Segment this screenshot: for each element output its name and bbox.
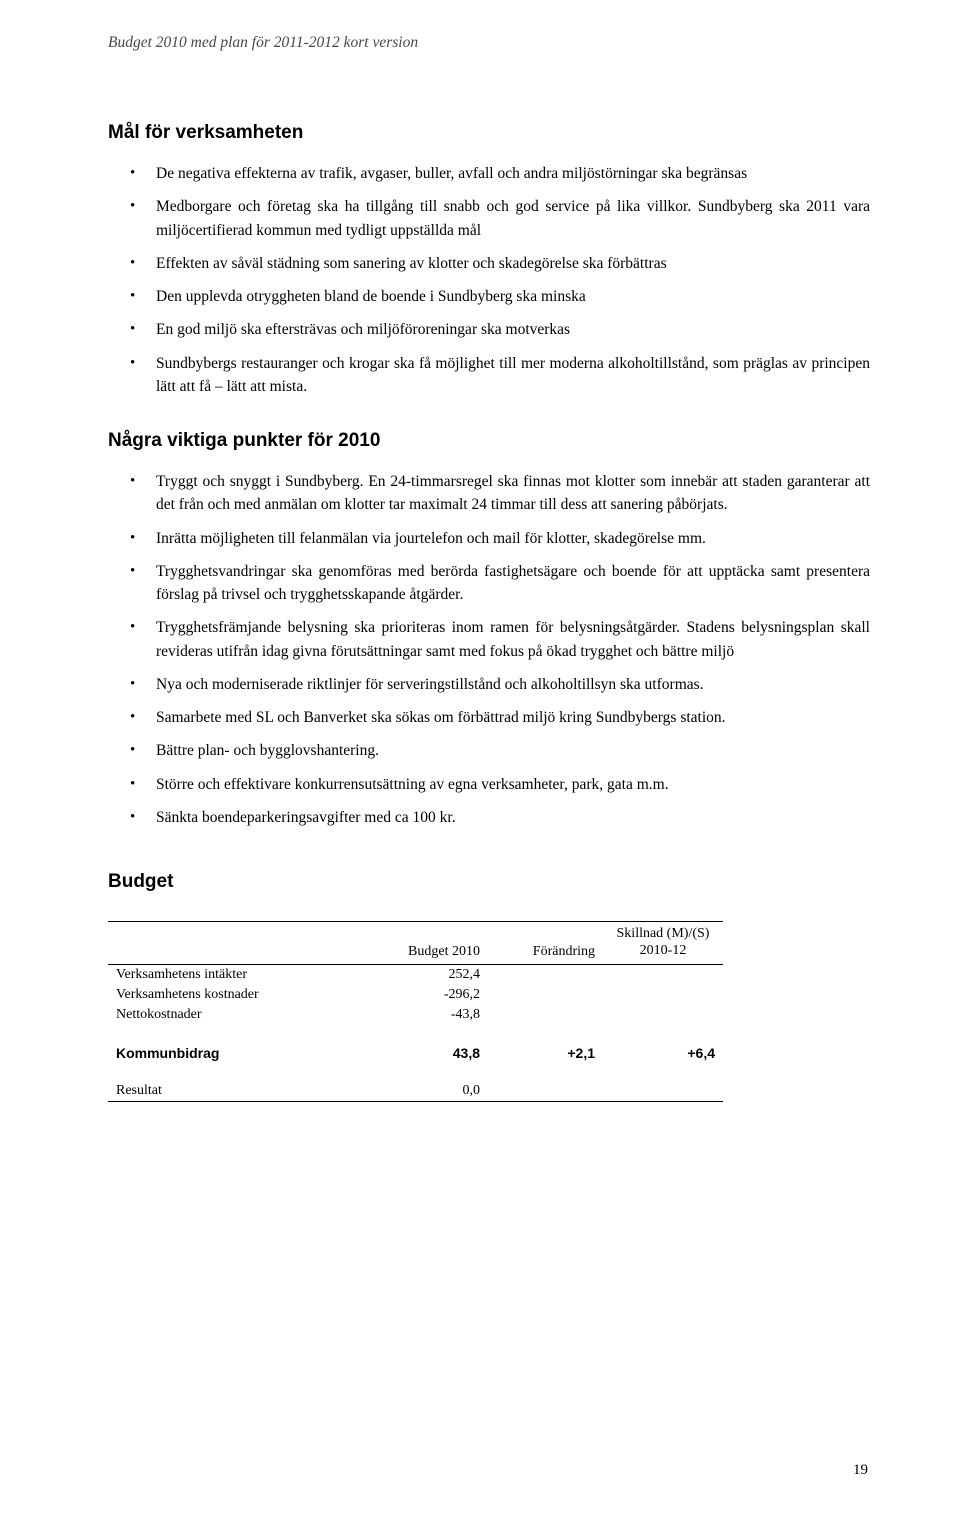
- list-item: Medborgare och företag ska ha tillgång t…: [108, 195, 870, 242]
- table-row: Resultat 0,0: [108, 1081, 723, 1102]
- page-header: Budget 2010 med plan för 2011-2012 kort …: [108, 34, 870, 52]
- table-cell: Verksamhetens intäkter: [108, 964, 368, 985]
- points-list: Tryggt och snyggt i Sundbyberg. En 24-ti…: [108, 470, 870, 829]
- table-cell: -43,8: [368, 1005, 488, 1025]
- table-row: Verksamhetens intäkter 252,4: [108, 964, 723, 985]
- table-header-cell: [108, 922, 368, 965]
- budget-table: Budget 2010 Förändring Skillnad (M)/(S) …: [108, 921, 723, 1102]
- table-cell: 43,8: [368, 1043, 488, 1063]
- table-row: Verksamhetens kostnader -296,2: [108, 985, 723, 1005]
- table-header-cell: Förändring: [488, 922, 603, 965]
- table-cell: [603, 964, 723, 985]
- list-item: Bättre plan- och bygglovshantering.: [108, 739, 870, 762]
- table-cell: Resultat: [108, 1081, 368, 1102]
- table-cell: [603, 985, 723, 1005]
- list-item: Sundbybergs restauranger och krogar ska …: [108, 352, 870, 399]
- list-item: Inrätta möjligheten till felanmälan via …: [108, 527, 870, 550]
- table-cell: [488, 1081, 603, 1102]
- table-cell: -296,2: [368, 985, 488, 1005]
- list-item: Trygghetsvandringar ska genomföras med b…: [108, 560, 870, 607]
- list-item: Nya och moderniserade riktlinjer för ser…: [108, 673, 870, 696]
- section-goals-title: Mål för verksamheten: [108, 122, 870, 144]
- header-line2: 2010-12: [640, 943, 687, 958]
- table-header-row: Budget 2010 Förändring Skillnad (M)/(S) …: [108, 922, 723, 965]
- list-item: Effekten av såväl städning som sanering …: [108, 252, 870, 275]
- table-cell: [488, 1005, 603, 1025]
- table-row-bold: Kommunbidrag 43,8 +2,1 +6,4: [108, 1043, 723, 1063]
- table-cell: [603, 1005, 723, 1025]
- table-cell: 252,4: [368, 964, 488, 985]
- list-item: Tryggt och snyggt i Sundbyberg. En 24-ti…: [108, 470, 870, 517]
- list-item: Större och effektivare konkurrensutsättn…: [108, 773, 870, 796]
- table-cell: Kommunbidrag: [108, 1043, 368, 1063]
- table-cell: Nettokostnader: [108, 1005, 368, 1025]
- table-cell: [603, 1081, 723, 1102]
- list-item: Trygghetsfrämjande belysning ska priorit…: [108, 616, 870, 663]
- table-cell: [488, 985, 603, 1005]
- table-header-cell: Skillnad (M)/(S) 2010-12: [603, 922, 723, 965]
- list-item: Sänkta boendeparkeringsavgifter med ca 1…: [108, 806, 870, 829]
- section-points-title: Några viktiga punkter för 2010: [108, 430, 870, 452]
- goals-list: De negativa effekterna av trafik, avgase…: [108, 162, 870, 398]
- table-cell: [488, 964, 603, 985]
- table-cell: Verksamhetens kostnader: [108, 985, 368, 1005]
- budget-table-wrap: Budget 2010 Förändring Skillnad (M)/(S) …: [108, 921, 870, 1102]
- document-page: Budget 2010 med plan för 2011-2012 kort …: [0, 0, 960, 1513]
- list-item: Samarbete med SL och Banverket ska sökas…: [108, 706, 870, 729]
- table-cell: +6,4: [603, 1043, 723, 1063]
- header-line1: Skillnad (M)/(S): [617, 926, 710, 941]
- list-item: En god miljö ska eftersträvas och miljöf…: [108, 318, 870, 341]
- table-header-cell: Budget 2010: [368, 922, 488, 965]
- list-item: De negativa effekterna av trafik, avgase…: [108, 162, 870, 185]
- table-cell: +2,1: [488, 1043, 603, 1063]
- page-number: 19: [853, 1462, 868, 1479]
- table-row: Nettokostnader -43,8: [108, 1005, 723, 1025]
- list-item: Den upplevda otryggheten bland de boende…: [108, 285, 870, 308]
- table-cell: 0,0: [368, 1081, 488, 1102]
- section-budget-title: Budget: [108, 871, 870, 893]
